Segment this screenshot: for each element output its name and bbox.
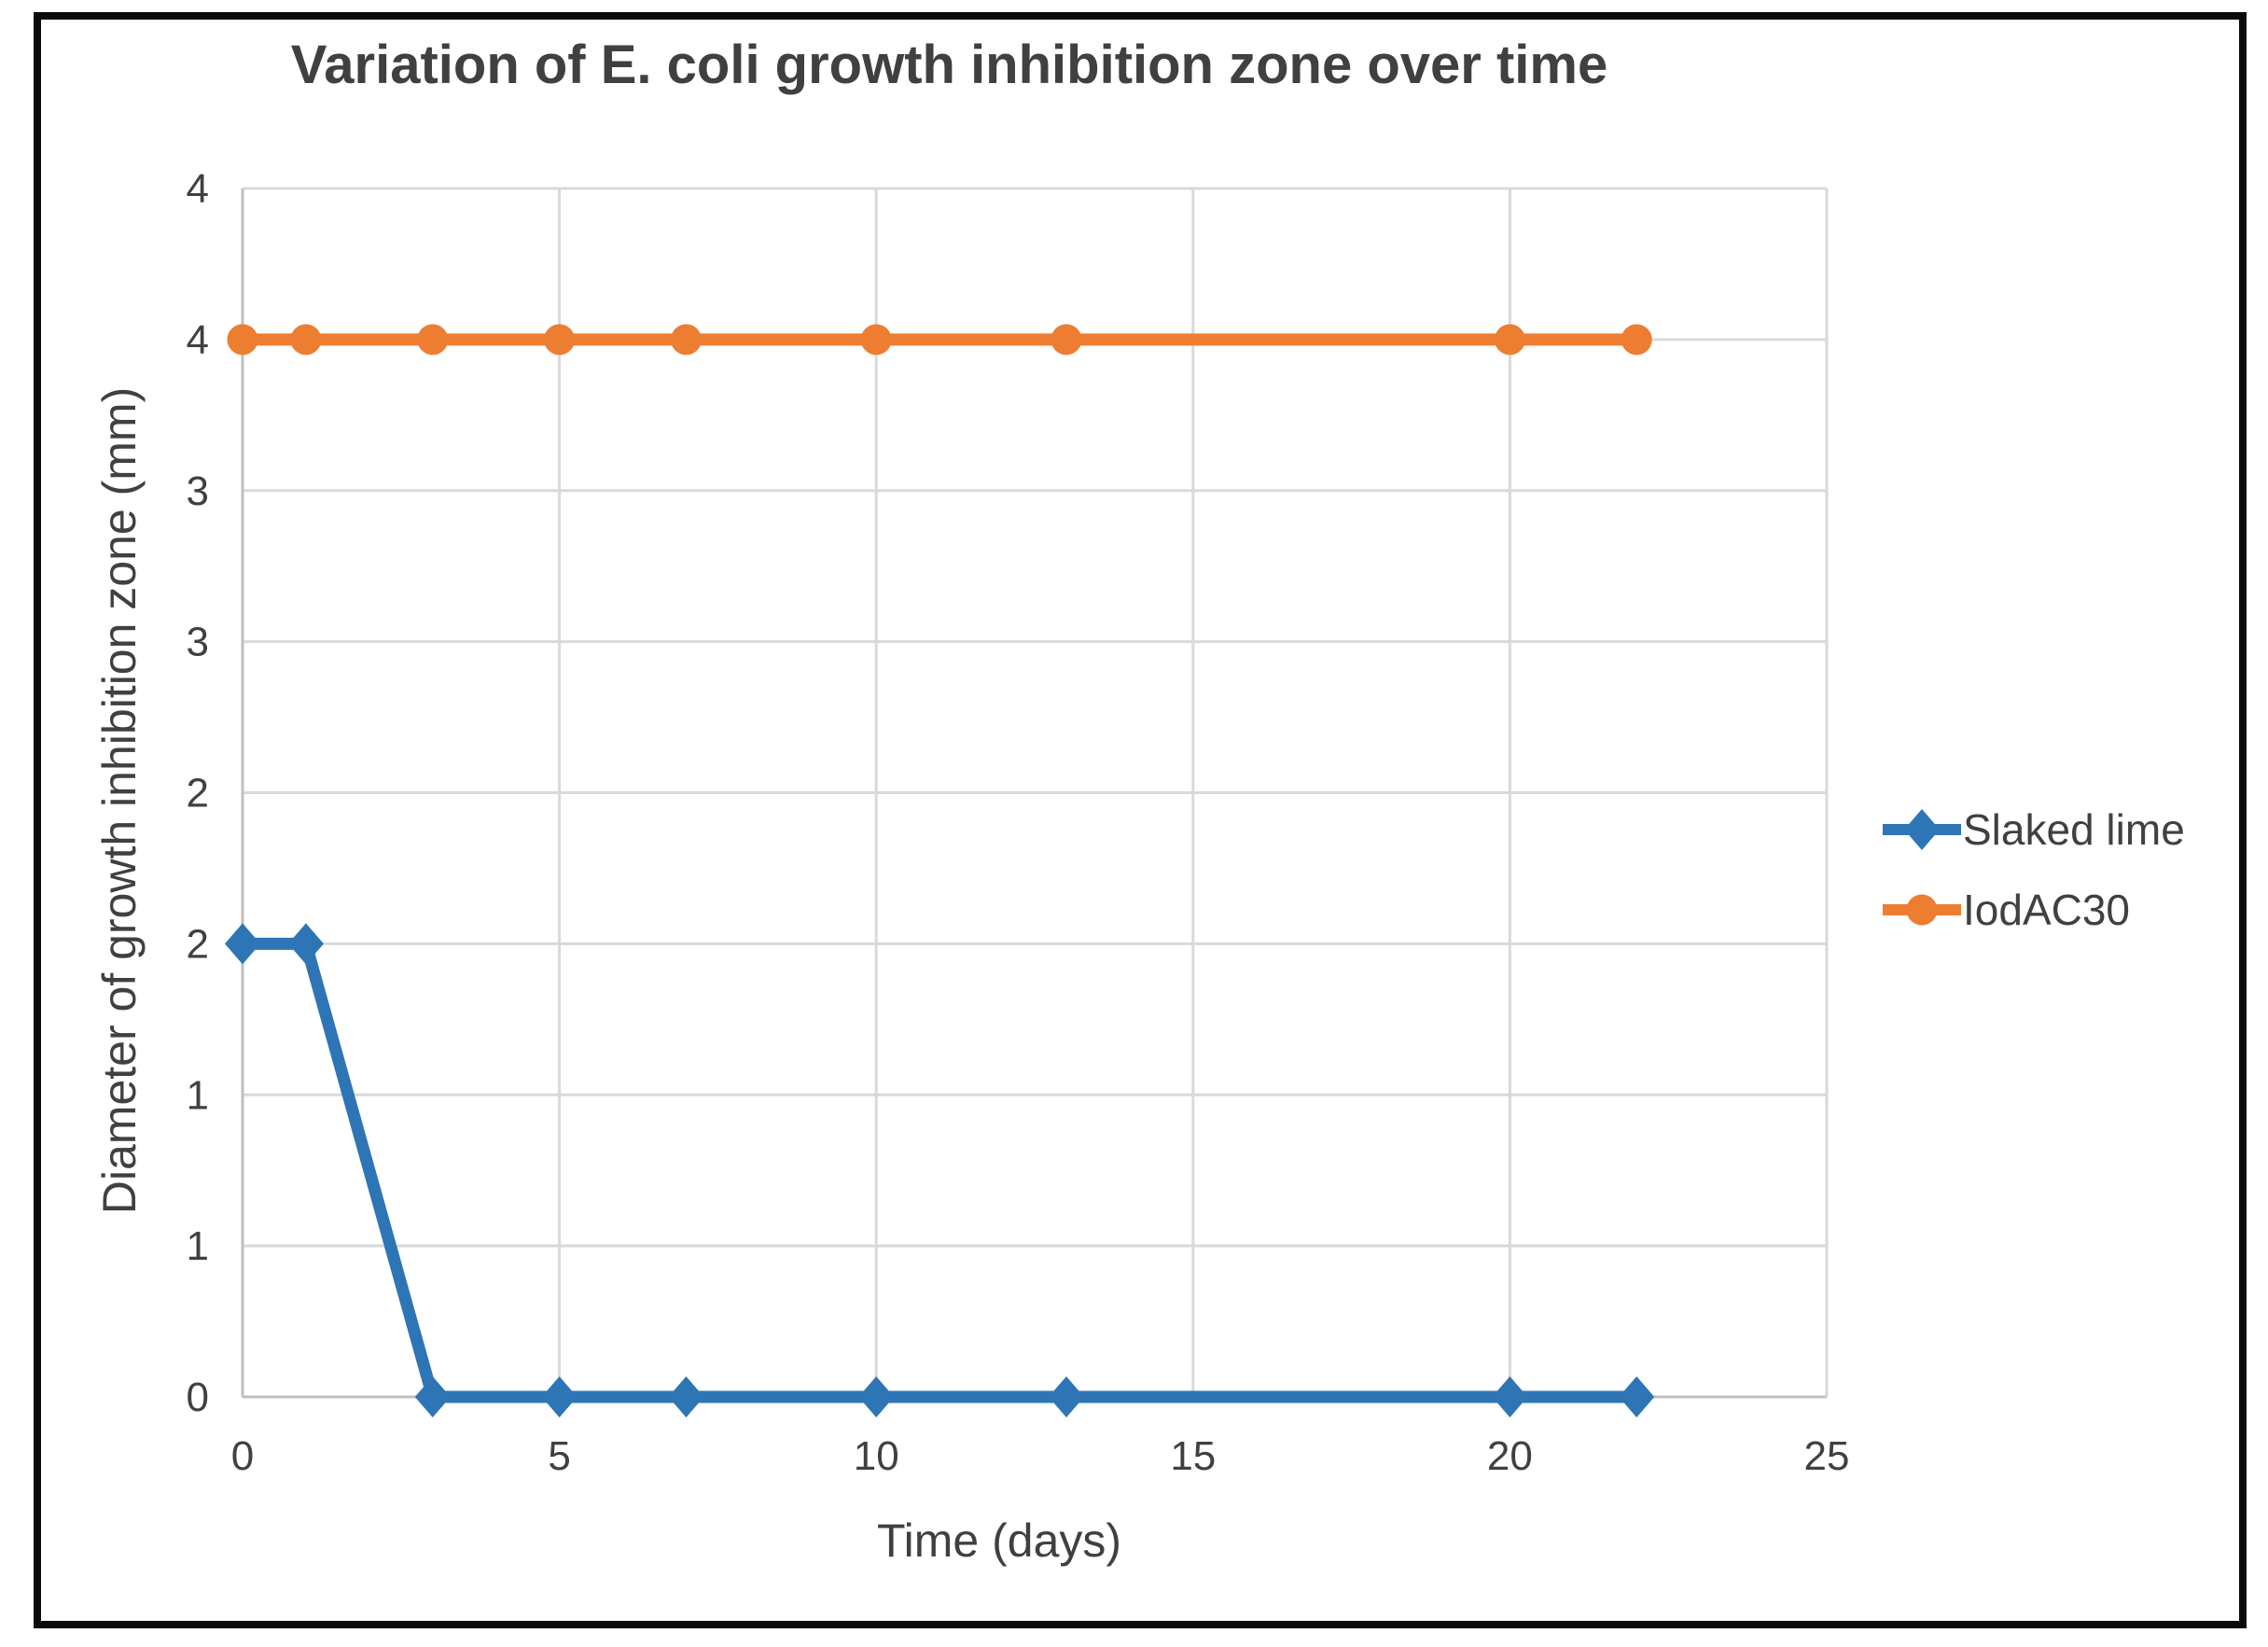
legend-glyph-iodac30: [1906, 894, 1938, 926]
y-tick-label: 0: [187, 1375, 209, 1420]
y-axis-title: Diameter of growth inhibition zone (mm): [93, 386, 146, 1215]
x-tick-label: 10: [854, 1433, 899, 1479]
series-marker-slaked-lime: [225, 923, 260, 965]
y-tick-label: 3: [187, 468, 209, 514]
x-tick-label: 20: [1487, 1433, 1533, 1479]
series-marker-slaked-lime: [414, 1376, 451, 1417]
y-tick-label: 4: [187, 166, 209, 212]
series-marker-slaked-lime: [287, 923, 324, 965]
series-marker-slaked-lime: [541, 1376, 577, 1417]
series-marker-iodac30: [544, 324, 576, 356]
series-marker-iodac30: [1621, 324, 1652, 356]
series-marker-iodac30: [670, 324, 702, 356]
x-tick-label: 15: [1170, 1433, 1216, 1479]
legend-marker-iodac30-icon: [1883, 894, 1961, 926]
series-marker-iodac30: [860, 324, 892, 356]
legend: Slaked lime IodAC30: [1883, 804, 2185, 935]
x-tick-label: 25: [1804, 1433, 1850, 1479]
legend-glyph-slaked-lime: [1904, 809, 1940, 850]
series-marker-iodac30: [1051, 324, 1082, 356]
x-tick-label: 0: [231, 1433, 254, 1479]
series-marker-iodac30: [227, 324, 258, 356]
series-marker-slaked-lime: [1492, 1376, 1528, 1417]
legend-label-iodac30: IodAC30: [1963, 886, 2131, 934]
chart-title: Variation of E. coli growth inhibition z…: [290, 35, 1608, 95]
series-marker-slaked-lime: [1048, 1376, 1084, 1417]
x-axis-title: Time (days): [876, 1514, 1122, 1567]
legend-item-slaked-lime: Slaked lime: [1883, 804, 2185, 855]
series-marker-iodac30: [417, 324, 449, 356]
series-marker-slaked-lime: [858, 1376, 895, 1417]
legend-label-slaked-lime: Slaked lime: [1963, 805, 2185, 854]
series-marker-iodac30: [290, 324, 322, 356]
series-marker-iodac30: [1494, 324, 1525, 356]
legend-marker-slaked-lime-icon: [1883, 809, 1961, 850]
y-tick-label: 3: [187, 620, 209, 665]
legend-item-iodac30: IodAC30: [1883, 885, 2185, 935]
y-tick-label: 1: [187, 1072, 209, 1118]
series-marker-slaked-lime: [1619, 1376, 1655, 1417]
y-tick-label: 4: [187, 317, 209, 363]
x-tick-label: 5: [548, 1433, 570, 1479]
y-tick-label: 1: [187, 1223, 209, 1269]
chart-frame: [34, 12, 2247, 1628]
y-tick-label: 2: [187, 921, 209, 967]
y-tick-label: 2: [187, 771, 209, 817]
series-marker-slaked-lime: [668, 1376, 704, 1417]
